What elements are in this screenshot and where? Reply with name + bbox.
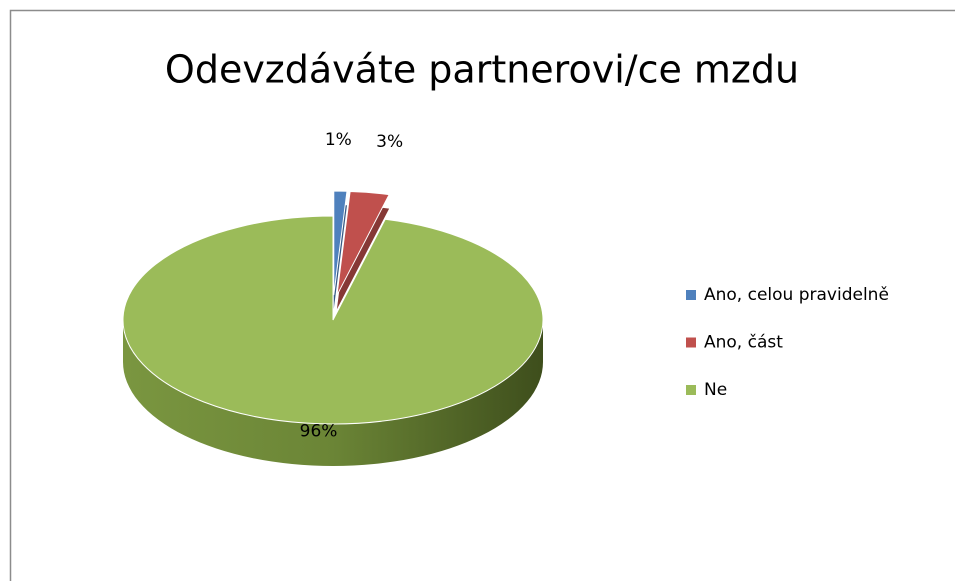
legend-swatch: [686, 385, 696, 395]
data-label: 96%: [300, 422, 338, 442]
chart-title: Odevzdáváte partnerovi/ce mzdu: [165, 48, 799, 92]
data-label: 1%: [325, 130, 352, 150]
legend-label: Ano, část: [704, 333, 783, 353]
legend-swatch: [686, 290, 696, 300]
legend-label: Ano, celou pravidelně: [704, 285, 889, 305]
pie-slice: [122, 215, 544, 425]
legend-swatch: [686, 337, 696, 348]
data-label: 3%: [376, 132, 403, 152]
pie-slice: [336, 190, 390, 296]
legend-label: Ne: [704, 380, 727, 400]
pie-slice-side: [123, 320, 543, 466]
pie-slice: [333, 190, 348, 296]
